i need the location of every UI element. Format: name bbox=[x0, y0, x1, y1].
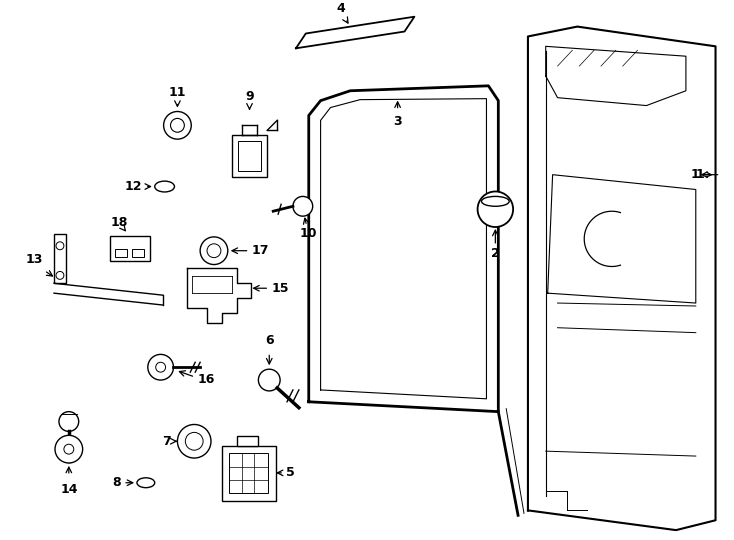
Circle shape bbox=[170, 118, 184, 132]
Text: 4: 4 bbox=[336, 2, 345, 15]
Text: 9: 9 bbox=[245, 90, 254, 103]
Text: 16: 16 bbox=[197, 373, 214, 386]
Bar bbox=[110, 236, 150, 261]
Text: 14: 14 bbox=[60, 483, 78, 496]
Bar bbox=[232, 135, 267, 177]
Text: 8: 8 bbox=[112, 476, 121, 489]
Bar bbox=[229, 453, 268, 492]
Polygon shape bbox=[296, 17, 415, 48]
Bar bbox=[238, 141, 261, 171]
Text: 18: 18 bbox=[110, 216, 128, 229]
Circle shape bbox=[56, 242, 64, 249]
Text: 10: 10 bbox=[300, 227, 318, 240]
Circle shape bbox=[207, 244, 221, 258]
Text: 1: 1 bbox=[696, 168, 705, 181]
Text: 13: 13 bbox=[26, 253, 43, 266]
Circle shape bbox=[55, 435, 83, 463]
Polygon shape bbox=[321, 99, 487, 399]
Circle shape bbox=[178, 424, 211, 458]
Polygon shape bbox=[528, 26, 716, 530]
Circle shape bbox=[293, 197, 313, 216]
Text: 15: 15 bbox=[272, 282, 288, 295]
Text: 1: 1 bbox=[691, 168, 711, 181]
Bar bbox=[115, 249, 127, 256]
Circle shape bbox=[258, 369, 280, 391]
Text: 2: 2 bbox=[491, 247, 500, 260]
Text: 7: 7 bbox=[161, 435, 170, 448]
Bar bbox=[54, 234, 66, 284]
Ellipse shape bbox=[155, 181, 175, 192]
Circle shape bbox=[185, 433, 203, 450]
Ellipse shape bbox=[137, 478, 155, 488]
Bar bbox=[236, 436, 258, 446]
Bar bbox=[222, 446, 276, 501]
Circle shape bbox=[148, 354, 173, 380]
Polygon shape bbox=[309, 86, 498, 411]
Circle shape bbox=[164, 111, 192, 139]
Circle shape bbox=[64, 444, 73, 454]
Text: 6: 6 bbox=[265, 334, 274, 347]
Bar bbox=[132, 249, 144, 256]
Polygon shape bbox=[187, 268, 252, 323]
Ellipse shape bbox=[482, 197, 509, 206]
Text: 12: 12 bbox=[124, 180, 142, 193]
Text: 17: 17 bbox=[252, 244, 269, 257]
Text: 11: 11 bbox=[169, 86, 186, 99]
Text: 5: 5 bbox=[286, 467, 295, 480]
Circle shape bbox=[156, 362, 166, 372]
Circle shape bbox=[478, 192, 513, 227]
Circle shape bbox=[200, 237, 228, 265]
Circle shape bbox=[59, 411, 79, 431]
Circle shape bbox=[56, 272, 64, 279]
Text: 3: 3 bbox=[393, 116, 402, 129]
